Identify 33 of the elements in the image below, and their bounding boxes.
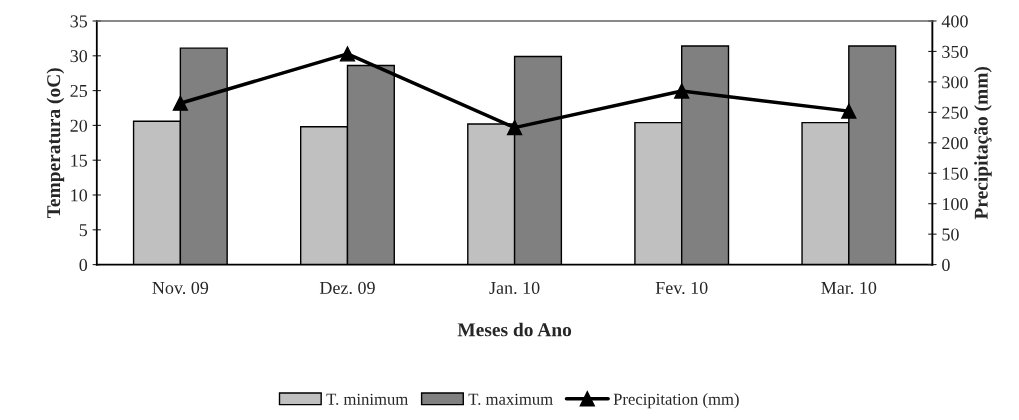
legend-label: T. maximum [468,393,553,405]
x-axis-title: Meses do Ano [457,322,572,337]
y-tick-label: 20 [70,119,88,132]
y-tick-label: 35 [70,15,88,28]
y-tick-label: 0 [79,258,88,272]
y2-tick-label: 300 [942,76,968,89]
y2-tick-label: 0 [942,258,950,272]
x-tick-label: Nov. 09 [152,281,209,295]
point [841,103,857,119]
x-tick-label: Mar. 10 [821,281,877,295]
y-tick-label: 5 [79,224,88,237]
y2-axis-title: Precipitação (mm) [974,66,992,220]
x-tick-label: Fev. 10 [655,281,708,295]
y-tick-label: 15 [71,154,88,167]
point [674,83,690,99]
y2-tick-label: 200 [942,137,968,150]
x-tick-label: Dez. 09 [319,281,375,295]
y-tick-label: 10 [71,189,88,202]
legend-label: T. minimum [326,393,409,405]
y-tick-label: 25 [70,84,88,98]
y2-tick-label: 400 [941,15,968,28]
point [172,95,189,111]
y2-tick-label: 250 [942,106,968,119]
y2-tick-label: 100 [943,197,968,211]
y2-tick-label: 350 [942,45,968,58]
y2-tick-label: 50 [942,228,959,241]
point [339,46,356,62]
y-tick-label: 30 [70,50,88,63]
point [506,119,523,136]
y-axis-title: Temperatura (oC) [46,68,65,219]
x-tick-label: Jan. 10 [489,281,540,295]
legend-label: Precipitation (mm) [613,393,739,409]
y2-tick-label: 150 [943,167,968,180]
